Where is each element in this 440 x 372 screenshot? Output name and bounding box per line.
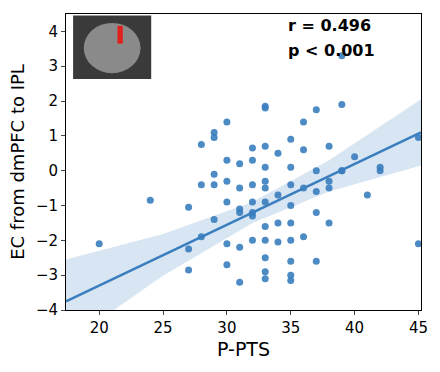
svg-text:−4: −4	[36, 301, 58, 319]
svg-text:p < 0.001: p < 0.001	[288, 41, 375, 60]
svg-text:20: 20	[90, 319, 109, 337]
svg-text:4: 4	[48, 23, 58, 41]
svg-text:40: 40	[345, 319, 364, 337]
svg-text:45: 45	[409, 319, 428, 337]
svg-text:P-PTS: P-PTS	[217, 338, 270, 360]
svg-text:r = 0.496: r = 0.496	[288, 16, 371, 35]
svg-text:30: 30	[217, 319, 236, 337]
svg-text:3: 3	[48, 57, 58, 75]
svg-text:1: 1	[48, 127, 58, 145]
svg-text:35: 35	[281, 319, 300, 337]
svg-text:EC from dmPFC to IPL: EC from dmPFC to IPL	[7, 64, 28, 260]
svg-text:25: 25	[154, 319, 173, 337]
svg-text:0: 0	[48, 162, 58, 180]
svg-text:−3: −3	[36, 266, 58, 284]
svg-text:−2: −2	[36, 232, 58, 250]
svg-text:−1: −1	[36, 197, 58, 215]
svg-text:2: 2	[48, 92, 58, 110]
